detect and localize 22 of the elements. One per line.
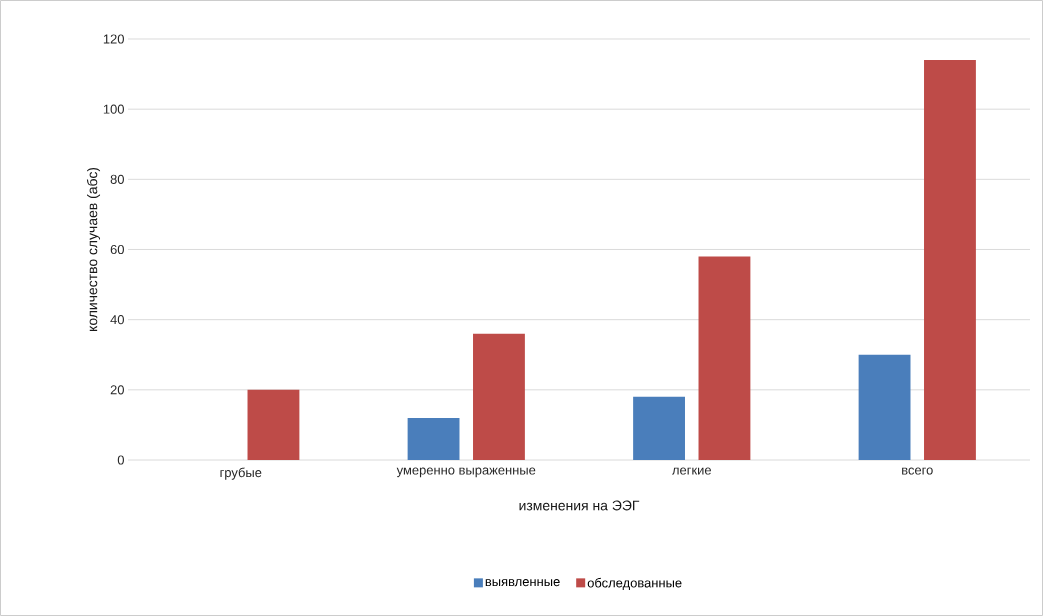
y-tick-label: 100 [103,104,124,114]
x-axis-title: изменения на ЭЭГ [519,500,640,511]
legend-label: выявленные [485,579,560,587]
bar [924,60,976,460]
y-tick-label: 80 [110,174,124,184]
y-axis-title: количество случаев (абс) [86,167,101,332]
bar [698,256,751,460]
x-tick-label: легкие [672,467,711,475]
bar [473,333,525,460]
y-tick-label: 40 [110,315,124,325]
bar [858,354,911,460]
y-tick-label: 60 [110,244,124,255]
x-tick-label: грубые [220,467,262,480]
legend-label: обследованные [587,577,682,590]
bar [633,396,685,460]
bar [247,389,300,460]
x-tick-label: умеренно выраженные [396,467,536,478]
x-tick-label: всего [902,467,933,475]
bar [407,417,460,460]
y-tick-label: 120 [103,34,124,44]
y-tick-label: 20 [110,385,124,395]
y-tick-label: 0 [117,455,124,465]
